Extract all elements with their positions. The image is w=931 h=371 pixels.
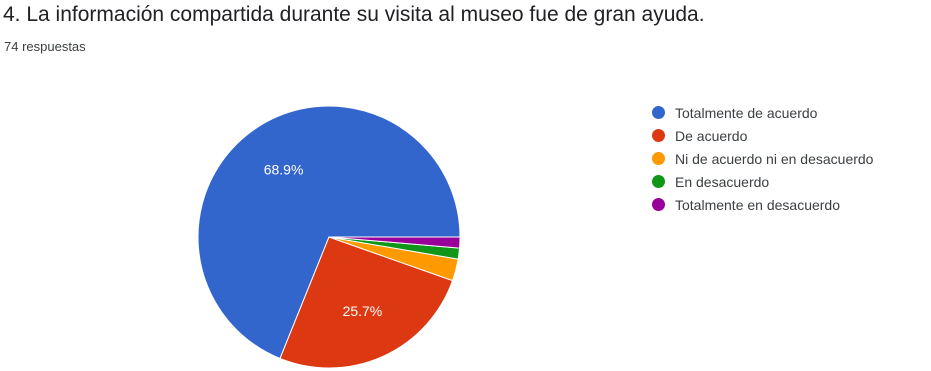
legend-item-totalmente-en-desacuerdo[interactable]: Totalmente en desacuerdo [652, 193, 873, 216]
legend-label: En desacuerdo [675, 173, 770, 190]
legend-item-ni-de-acuerdo[interactable]: Ni de acuerdo ni en desacuerdo [652, 147, 873, 170]
pie-slice-5[interactable] [328, 236, 461, 249]
chart-legend: Totalmente de acuerdo De acuerdo Ni de a… [652, 101, 873, 216]
legend-label: De acuerdo [675, 127, 748, 144]
pie-slice-1[interactable] [197, 105, 461, 360]
legend-label: Totalmente en desacuerdo [675, 196, 840, 213]
question-title: 4. La información compartida durante su … [3, 3, 705, 26]
legend-item-de-acuerdo[interactable]: De acuerdo [652, 124, 873, 147]
legend-swatch [652, 198, 665, 211]
legend-item-en-desacuerdo[interactable]: En desacuerdo [652, 170, 873, 193]
legend-label: Ni de acuerdo ni en desacuerdo [675, 150, 874, 167]
response-count: 74 respuestas [4, 39, 86, 54]
pie-slice-2[interactable] [279, 236, 454, 369]
legend-item-totalmente-de-acuerdo[interactable]: Totalmente de acuerdo [652, 101, 873, 124]
legend-label: Totalmente de acuerdo [675, 104, 818, 121]
legend-swatch [652, 129, 665, 142]
pie-slice-label-1: 68.9% [264, 162, 304, 178]
legend-swatch [652, 152, 665, 165]
pie-slice-label-2: 25.7% [343, 303, 383, 319]
legend-swatch [652, 175, 665, 188]
legend-swatch [652, 106, 665, 119]
